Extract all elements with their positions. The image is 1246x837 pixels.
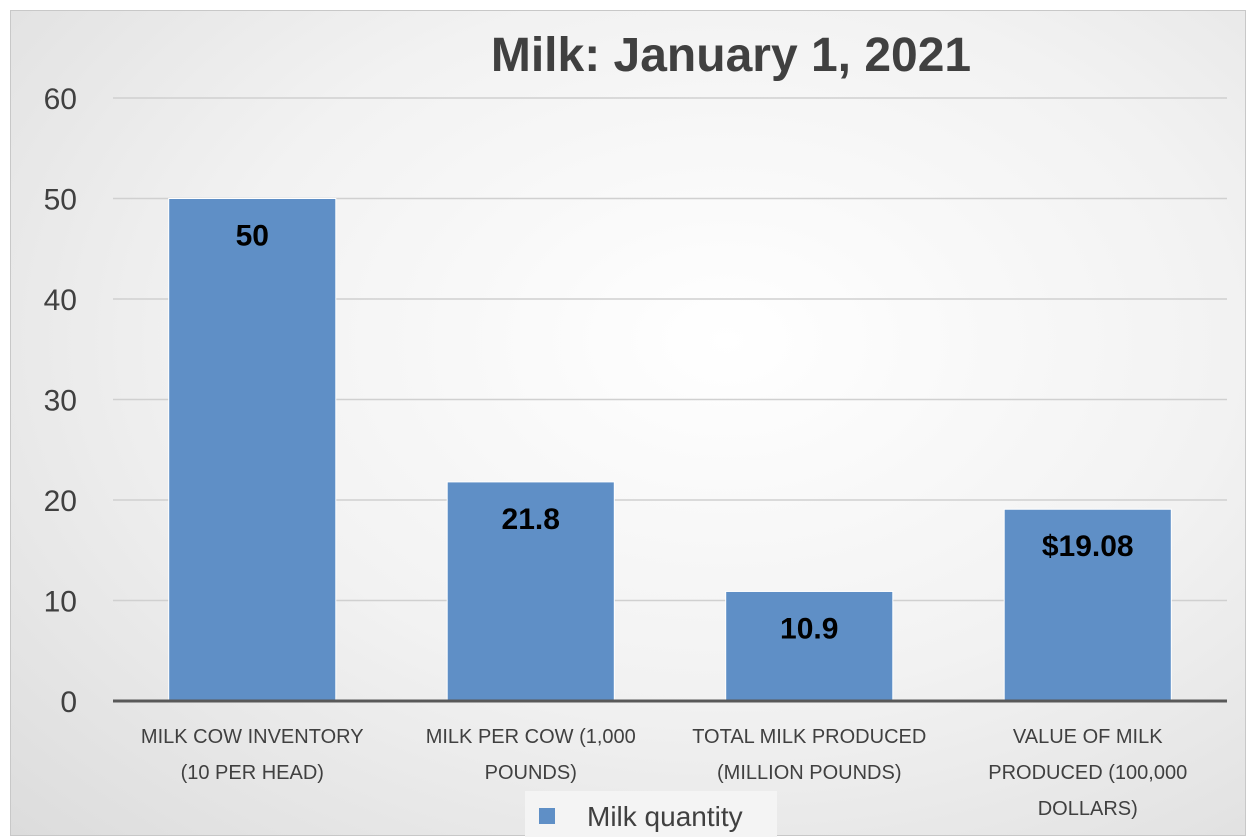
legend: Milk quantity xyxy=(525,791,777,837)
bars xyxy=(168,198,1172,702)
bar xyxy=(168,198,337,702)
x-category-label: TOTAL MILK PRODUCED xyxy=(692,726,926,748)
legend-box xyxy=(525,791,777,837)
bar xyxy=(1003,508,1172,702)
x-category-label: VALUE OF MILK xyxy=(1013,726,1163,748)
x-category-label: MILK PER COW (1,000 xyxy=(426,726,636,748)
y-axis-tick-labels: 0 10 20 30 40 50 60 xyxy=(44,83,77,719)
data-label: 50 xyxy=(236,220,269,253)
legend-swatch-milk-quantity xyxy=(539,808,555,824)
bar xyxy=(446,481,615,702)
y-tick-label: 60 xyxy=(44,83,77,116)
y-tick-label: 10 xyxy=(44,586,77,619)
y-tick-label: 50 xyxy=(44,184,77,217)
x-category-label: (MILLION POUNDS) xyxy=(717,762,901,784)
chart-title: Milk: January 1, 2021 xyxy=(491,29,971,82)
data-label: $19.08 xyxy=(1042,530,1134,563)
x-category-label: PRODUCED (100,000 xyxy=(988,762,1187,784)
x-category-label: (10 PER HEAD) xyxy=(181,762,324,784)
x-category-label: POUNDS) xyxy=(485,762,577,784)
bar-chart: Milk: January 1, 2021 0 10 20 30 40 50 60 50 21… xyxy=(44,29,1227,837)
y-tick-label: 40 xyxy=(44,284,77,317)
x-category-label: MILK COW INVENTORY xyxy=(141,726,364,748)
x-axis-category-labels: MILK COW INVENTORY (10 PER HEAD) MILK PER … xyxy=(141,726,1187,820)
data-label: 10.9 xyxy=(780,612,838,645)
chart-area: Milk: January 1, 2021 0 10 20 30 40 50 60 50 21… xyxy=(10,10,1246,837)
legend-label-milk-quantity: Milk quantity xyxy=(587,801,743,832)
data-label: 21.8 xyxy=(502,503,560,536)
y-tick-label: 20 xyxy=(44,485,77,518)
y-tick-label: 0 xyxy=(60,686,77,719)
x-category-label: DOLLARS) xyxy=(1038,798,1138,820)
y-tick-label: 30 xyxy=(44,385,77,418)
data-labels: 50 21.8 10.9 $19.08 xyxy=(236,220,1134,646)
bar xyxy=(725,590,894,702)
